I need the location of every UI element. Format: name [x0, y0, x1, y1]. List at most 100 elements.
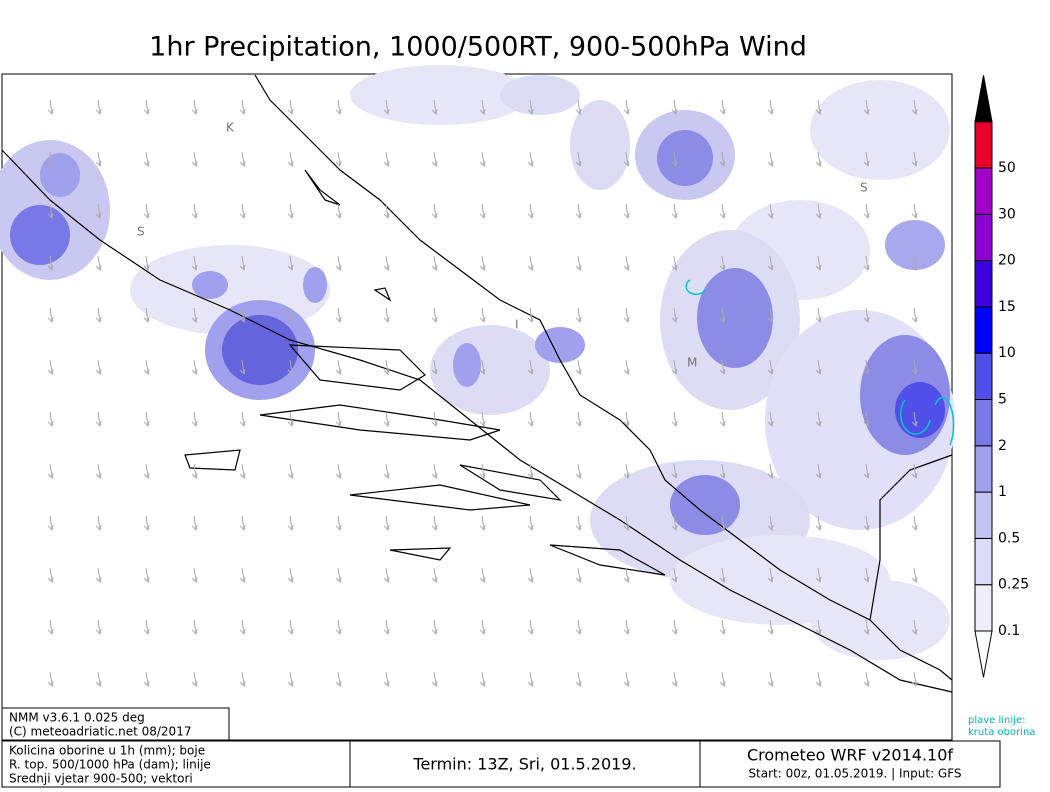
wind-vector — [335, 515, 342, 532]
wind-vector — [911, 671, 918, 688]
wind-vector — [767, 203, 774, 220]
wind-vector — [767, 515, 774, 532]
wind-vector — [719, 567, 726, 584]
wind-vector — [623, 463, 630, 480]
wind-vector — [335, 619, 342, 636]
wind-vector — [719, 99, 726, 116]
wind-vector — [239, 151, 246, 168]
wind-vector — [575, 463, 582, 480]
storm-marks — [685, 279, 955, 446]
wind-vector — [191, 151, 198, 168]
wind-vector — [815, 411, 822, 428]
model: NMM v3.6.1 0.025 deg — [9, 711, 145, 725]
wind-vector — [383, 463, 390, 480]
colorbar-below — [974, 630, 993, 678]
legend-line: Srednji vjetar 900-500; vektori — [9, 772, 193, 786]
colorbar-label: 10 — [998, 345, 1016, 361]
wind-vector — [623, 151, 630, 168]
wind-vector — [863, 515, 870, 532]
wind-vector — [239, 307, 246, 324]
wind-vector — [623, 671, 630, 688]
wind-vector — [527, 671, 534, 688]
wind-vector — [671, 567, 678, 584]
wind-vector — [575, 307, 582, 324]
wind-vector — [479, 255, 486, 272]
wind-vector — [191, 307, 198, 324]
wind-vector — [95, 359, 102, 376]
wind-vector — [287, 203, 294, 220]
wind-vector — [383, 567, 390, 584]
wind-vector — [47, 255, 54, 272]
wind-vector — [143, 671, 150, 688]
wind-vector — [95, 255, 102, 272]
wind-vector — [815, 463, 822, 480]
wind-vector — [527, 359, 534, 376]
wind-vector — [815, 567, 822, 584]
wind-vector — [863, 671, 870, 688]
wind-vector — [47, 203, 54, 220]
wind-vector — [143, 463, 150, 480]
wind-vector — [479, 411, 486, 428]
legend-line: Kolicina oborine u 1h (mm); boje — [9, 744, 205, 758]
wind-vector — [719, 671, 726, 688]
colorbar-label: 5 — [998, 392, 1007, 408]
wind-vector — [623, 567, 630, 584]
legend-line: R. top. 500/1000 hPa (dam); linije — [9, 758, 211, 772]
wind-vector — [863, 99, 870, 116]
wind-vector — [239, 567, 246, 584]
wind-vector — [479, 463, 486, 480]
wind-vector — [431, 359, 438, 376]
wind-vector — [479, 203, 486, 220]
wind-vector — [287, 99, 294, 116]
wind-vector — [239, 203, 246, 220]
wind-vector — [719, 619, 726, 636]
wind-vector — [623, 619, 630, 636]
wind-vector — [191, 463, 198, 480]
wind-vector — [47, 567, 54, 584]
wind-vector — [95, 515, 102, 532]
wind-vector — [767, 307, 774, 324]
colorbar-band — [974, 399, 993, 447]
wind-vector — [911, 411, 918, 428]
wind-vector — [191, 515, 198, 532]
wind-vector — [47, 359, 54, 376]
wind-vector — [527, 619, 534, 636]
wind-vector — [143, 411, 150, 428]
wind-vector — [287, 411, 294, 428]
wind-vector — [671, 203, 678, 220]
wind-vector — [335, 567, 342, 584]
wind-vector — [527, 151, 534, 168]
wind-vector — [335, 411, 342, 428]
wind-vector — [383, 515, 390, 532]
wind-vector — [671, 671, 678, 688]
wind-vector — [527, 203, 534, 220]
colorbar-label: 15 — [998, 299, 1016, 315]
wind-vector — [95, 307, 102, 324]
wind-vector — [911, 255, 918, 272]
wind-vector — [191, 411, 198, 428]
colorbar-band — [974, 306, 993, 354]
wind-vector — [527, 463, 534, 480]
wind-vector — [527, 99, 534, 116]
map-label: S — [860, 181, 868, 195]
wind-vector — [671, 307, 678, 324]
wind-vector — [95, 151, 102, 168]
wind-vector — [671, 619, 678, 636]
wind-vector — [575, 619, 582, 636]
wind-vector — [815, 307, 822, 324]
wind-vector — [191, 255, 198, 272]
wind-vector — [383, 359, 390, 376]
wind-vector — [287, 567, 294, 584]
wind-vector — [719, 359, 726, 376]
product: Crometeo WRF v2014.10f — [747, 746, 953, 765]
colorbar-label: 30 — [998, 206, 1016, 222]
wind-vector — [239, 99, 246, 116]
wind-vector — [431, 567, 438, 584]
wind-vector — [815, 203, 822, 220]
wind-vector — [191, 671, 198, 688]
wind-vector — [815, 619, 822, 636]
wind-vector — [719, 203, 726, 220]
wind-vector — [671, 515, 678, 532]
title: 1hr Precipitation, 1000/500RT, 900-500hP… — [149, 32, 807, 63]
wind-vector — [95, 463, 102, 480]
